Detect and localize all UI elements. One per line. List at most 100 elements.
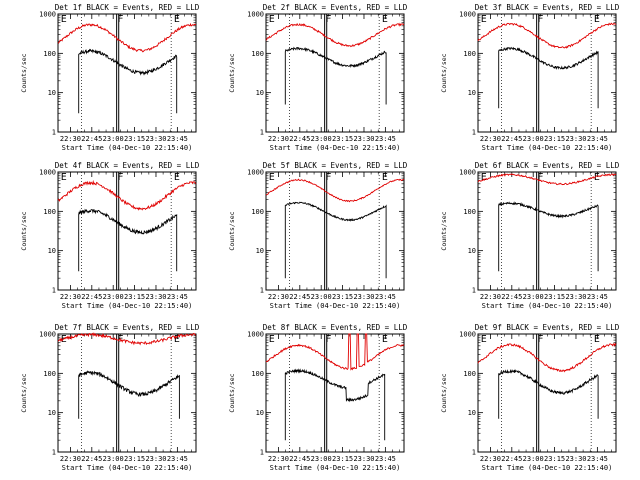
- plot-frame: [265, 333, 405, 453]
- plot-frame: [265, 13, 405, 133]
- x-tick-label: 23:15: [332, 455, 353, 463]
- panel-title: Det 5f BLACK = Events, RED = LLD: [263, 161, 408, 170]
- lld-series-line: [477, 342, 617, 373]
- x-tick-label: 22:45: [289, 455, 310, 463]
- x-tick-label: 23:00: [523, 135, 544, 143]
- panel-det-5f: Det 5f BLACK = Events, RED = LLD Counts/s…: [228, 161, 408, 310]
- events-series-line: [284, 46, 387, 105]
- lld-series-line: [265, 178, 405, 203]
- x-tick-label: 22:45: [81, 293, 102, 301]
- y-tick-label: 1000: [459, 169, 476, 177]
- lld-series-line: [57, 179, 197, 211]
- x-tick-label: 22:30: [268, 455, 289, 463]
- marker-f: F: [537, 334, 543, 345]
- events-series-line: [284, 201, 387, 279]
- events-series-line: [78, 208, 178, 272]
- x-tick-label: 22:45: [289, 135, 310, 143]
- x-axis-label: Start Time (04-Dec-10 22:15:40): [482, 302, 613, 310]
- marker-e: E: [61, 172, 67, 183]
- marker-e: E: [382, 172, 388, 183]
- x-tick-label: 22:45: [81, 455, 102, 463]
- marker-e: E: [594, 334, 600, 345]
- x-tick-label: 23:15: [124, 455, 145, 463]
- marker-f: F: [537, 14, 543, 25]
- events-series-line: [78, 370, 180, 419]
- x-tick-label: 23:30: [565, 455, 586, 463]
- marker-f: F: [325, 14, 331, 25]
- panel-det-4f: Det 4f BLACK = Events, RED = LLD Counts/s…: [20, 161, 200, 310]
- x-axis-label: Start Time (04-Dec-10 22:15:40): [482, 464, 613, 472]
- x-tick-label: 23:30: [145, 455, 166, 463]
- marker-e: E: [269, 14, 275, 25]
- lld-series-line: [477, 173, 617, 186]
- y-tick-label: 1000: [39, 331, 56, 339]
- y-tick-label: 1000: [39, 11, 56, 19]
- x-axis-label: Start Time (04-Dec-10 22:15:40): [62, 302, 193, 310]
- x-tick-label: 22:30: [480, 455, 501, 463]
- plot-frame: [57, 333, 197, 453]
- panel-det-3f: Det 3f BLACK = Events, RED = LLD Counts/s…: [440, 3, 620, 152]
- marker-e: E: [481, 334, 487, 345]
- x-tick-label: 23:15: [332, 293, 353, 301]
- marker-e: E: [174, 14, 180, 25]
- x-tick-label: 23:00: [311, 455, 332, 463]
- marker-e: E: [174, 334, 180, 345]
- x-tick-label: 23:30: [353, 455, 374, 463]
- panel-title: Det 4f BLACK = Events, RED = LLD: [55, 161, 200, 170]
- panel-det-6f: Det 6f BLACK = Events, RED = LLD Counts/s…: [440, 161, 620, 310]
- y-tick-label: 10: [256, 409, 264, 417]
- marker-e: E: [269, 334, 275, 345]
- x-tick-label: 23:30: [565, 135, 586, 143]
- y-tick-label: 10: [48, 409, 56, 417]
- panel-title: Det 7f BLACK = Events, RED = LLD: [55, 323, 200, 332]
- y-tick-label: 1: [472, 287, 476, 295]
- panel-det-1f: Det 1f BLACK = Events, RED = LLD Counts/s…: [20, 3, 200, 152]
- y-tick-label: 10: [48, 89, 56, 97]
- y-tick-label: 1: [52, 449, 56, 457]
- y-tick-label: 100: [463, 208, 476, 216]
- y-tick-label: 100: [251, 370, 264, 378]
- x-tick-label: 22:30: [268, 293, 289, 301]
- panel-det-8f: Det 8f BLACK = Events, RED = LLD Counts/s…: [228, 323, 408, 472]
- events-series-line: [498, 368, 599, 419]
- x-tick-label: 23:15: [332, 135, 353, 143]
- x-tick-label: 23:15: [544, 135, 565, 143]
- x-tick-label: 23:45: [375, 455, 396, 463]
- panel-det-7f: Det 7f BLACK = Events, RED = LLD Counts/s…: [20, 323, 200, 472]
- y-tick-label: 100: [43, 208, 56, 216]
- x-tick-label: 22:30: [60, 293, 81, 301]
- x-tick-label: 22:30: [60, 455, 81, 463]
- y-tick-label: 10: [468, 409, 476, 417]
- marker-e: E: [382, 334, 388, 345]
- x-axis-label: Start Time (04-Dec-10 22:15:40): [62, 144, 193, 152]
- y-tick-label: 1: [260, 287, 264, 295]
- y-tick-label: 100: [251, 208, 264, 216]
- y-tick-label: 1000: [247, 169, 264, 177]
- y-tick-label: 1000: [247, 331, 264, 339]
- y-tick-label: 1000: [459, 331, 476, 339]
- x-tick-label: 23:45: [167, 135, 188, 143]
- x-tick-label: 23:30: [145, 293, 166, 301]
- y-tick-label: 1: [52, 287, 56, 295]
- events-series-line: [498, 201, 599, 272]
- lld-series-line: [265, 333, 405, 371]
- x-tick-label: 23:00: [523, 455, 544, 463]
- x-tick-label: 23:30: [145, 135, 166, 143]
- x-tick-label: 22:45: [81, 135, 102, 143]
- y-tick-label: 10: [48, 247, 56, 255]
- y-axis-label: Counts/sec: [228, 53, 236, 92]
- x-axis-label: Start Time (04-Dec-10 22:15:40): [270, 464, 401, 472]
- panel-title: Det 3f BLACK = Events, RED = LLD: [475, 3, 620, 12]
- y-axis-label: Counts/sec: [440, 373, 448, 412]
- y-tick-label: 100: [43, 370, 56, 378]
- x-tick-label: 22:45: [501, 135, 522, 143]
- plot-frame: [477, 171, 617, 291]
- x-tick-label: 23:45: [375, 135, 396, 143]
- x-tick-label: 23:45: [167, 293, 188, 301]
- x-tick-label: 23:45: [375, 293, 396, 301]
- y-axis-label: Counts/sec: [440, 53, 448, 92]
- x-axis-label: Start Time (04-Dec-10 22:15:40): [62, 464, 193, 472]
- plot-frame: [265, 171, 405, 291]
- x-tick-label: 23:00: [103, 455, 124, 463]
- y-tick-label: 1000: [39, 169, 56, 177]
